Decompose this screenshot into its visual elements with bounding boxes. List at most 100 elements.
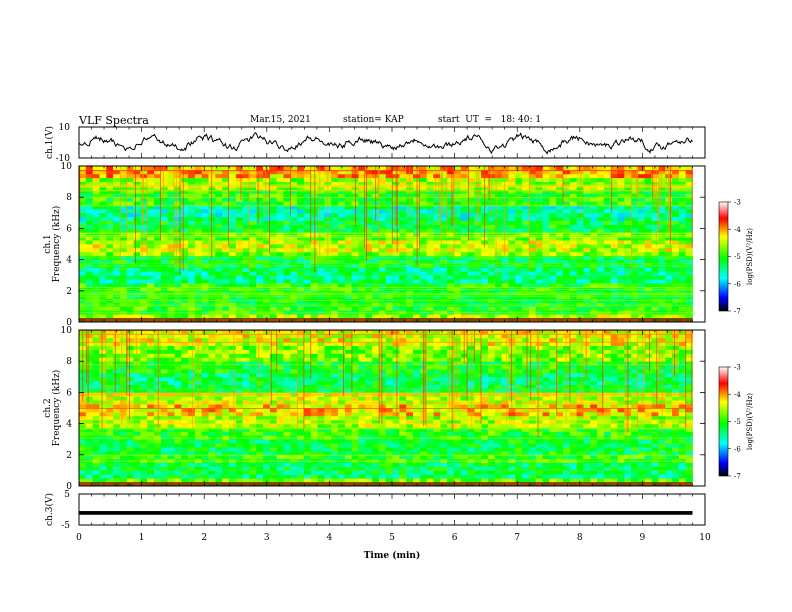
spectrogram-cell xyxy=(310,474,318,479)
spectrogram-cell xyxy=(569,193,577,198)
spectrogram-cell xyxy=(508,193,516,198)
spectrogram-cell xyxy=(133,439,141,444)
spectrogram-cell xyxy=(528,236,537,241)
spectrogram-cell xyxy=(79,286,87,292)
spectrogram-cell xyxy=(79,447,87,452)
spectrogram-cell xyxy=(331,439,339,444)
spectrogram-cell xyxy=(603,208,612,214)
spectrogram-cell xyxy=(610,466,618,471)
spectrogram-cell xyxy=(269,474,278,479)
spectrogram-cell xyxy=(167,431,175,436)
low-frequency-band xyxy=(79,318,693,322)
spectrogram-cell xyxy=(283,228,291,233)
spectrogram-cell xyxy=(685,244,693,249)
spectrogram-cell xyxy=(508,197,516,202)
spectrogram-cell xyxy=(658,216,666,221)
spectrogram-cell xyxy=(126,169,134,175)
spectrogram-cell xyxy=(344,474,353,479)
spectrogram-cell xyxy=(631,193,639,198)
chart-title: VLF Spectra xyxy=(79,114,149,127)
spectrogram-cell xyxy=(228,466,237,471)
spectrogram-cell xyxy=(358,166,366,171)
spectrogram-cell xyxy=(631,216,639,221)
spectrogram-cell xyxy=(249,216,257,221)
spectrogram-cell xyxy=(92,212,100,218)
spectrogram-cell xyxy=(665,470,673,475)
spectrogram-cell xyxy=(276,247,284,253)
spectrogram-cell xyxy=(631,201,639,206)
spectrogram-cell xyxy=(215,310,223,315)
spectrogram-cell xyxy=(85,181,94,186)
spectrogram-cell xyxy=(201,181,209,186)
spectrogram-cell xyxy=(331,259,339,264)
spectrogram-cell xyxy=(92,275,100,280)
spectrogram-cell xyxy=(249,271,257,276)
spectrogram-cell xyxy=(228,205,237,210)
spectrogram-cell xyxy=(283,205,291,210)
spectrogram-cell xyxy=(126,474,134,479)
spectrogram-cell xyxy=(242,310,250,315)
spectrogram-cell xyxy=(106,435,114,440)
spectrogram-cell xyxy=(637,283,646,288)
spectrogram-cell xyxy=(508,462,516,467)
spectrogram-cell xyxy=(126,454,134,460)
spectrogram-cell xyxy=(317,244,325,249)
spectrogram-cell xyxy=(508,166,516,171)
spectrogram-cell xyxy=(365,205,373,210)
spectrogram-cell xyxy=(610,267,618,272)
spectrogram-cell xyxy=(576,228,584,233)
spectrogram-cell xyxy=(372,251,380,257)
spectrogram-cell xyxy=(658,244,666,249)
spectrogram-cell xyxy=(160,294,169,299)
spectrogram-cell xyxy=(358,197,366,202)
spectrogram-cell xyxy=(256,294,264,299)
spectrogram-cell xyxy=(372,478,380,483)
spectrogram-cell xyxy=(685,232,693,237)
spectrogram-cell xyxy=(569,197,577,202)
spectrogram-cell xyxy=(228,283,237,288)
spectrogram-cell xyxy=(297,302,305,307)
spectrogram-cell xyxy=(378,306,387,311)
spectrogram-cell xyxy=(358,232,366,237)
spectrogram-cell xyxy=(637,275,646,280)
spectrogram-cell xyxy=(181,177,189,182)
spectrogram-cell xyxy=(303,247,312,253)
spectrogram-cell xyxy=(140,314,148,319)
spectrogram-cell xyxy=(290,224,298,229)
spectrogram-cell xyxy=(494,208,503,214)
spectrogram-cell xyxy=(297,259,305,264)
spectrogram-cell xyxy=(399,435,407,440)
spectrogram-cell xyxy=(194,220,203,225)
spectrogram-cell xyxy=(99,228,107,233)
spectrogram-cell xyxy=(644,244,652,249)
spectrogram-cell xyxy=(106,462,114,467)
spectrogram-cell xyxy=(467,185,475,190)
spectrogram-cell xyxy=(447,228,455,233)
spectrogram-cell xyxy=(249,267,257,272)
spectrogram-cell xyxy=(317,232,325,237)
spectrogram-cell xyxy=(235,450,243,456)
spectrogram-cell xyxy=(535,220,543,225)
spectrogram-cell xyxy=(631,232,639,237)
spectrogram-cell xyxy=(317,208,325,214)
spectrogram-cell xyxy=(522,466,530,471)
spectrogram-cell xyxy=(106,220,114,225)
spectrogram-cell xyxy=(242,236,250,241)
spectrogram-cell xyxy=(283,251,291,257)
spectrogram-cell xyxy=(106,474,114,479)
spectrogram-cell xyxy=(528,208,537,214)
spectrogram-cell xyxy=(351,466,359,471)
spectrogram-cell xyxy=(263,462,271,467)
spectrogram-cell xyxy=(147,201,155,206)
spectrogram-cell xyxy=(181,306,189,311)
spectrogram-cell xyxy=(603,185,612,190)
spectrogram-cell xyxy=(542,450,550,456)
spectrogram-cell xyxy=(447,431,455,436)
spectrogram-cell xyxy=(147,466,155,471)
spectrogram-cell xyxy=(508,177,516,182)
spectrogram-cell xyxy=(515,283,523,288)
spectrogram-cell xyxy=(324,427,332,432)
spectrogram-cell xyxy=(194,201,203,206)
spectrogram-cell xyxy=(269,427,278,432)
spectrogram-cell xyxy=(167,478,175,483)
